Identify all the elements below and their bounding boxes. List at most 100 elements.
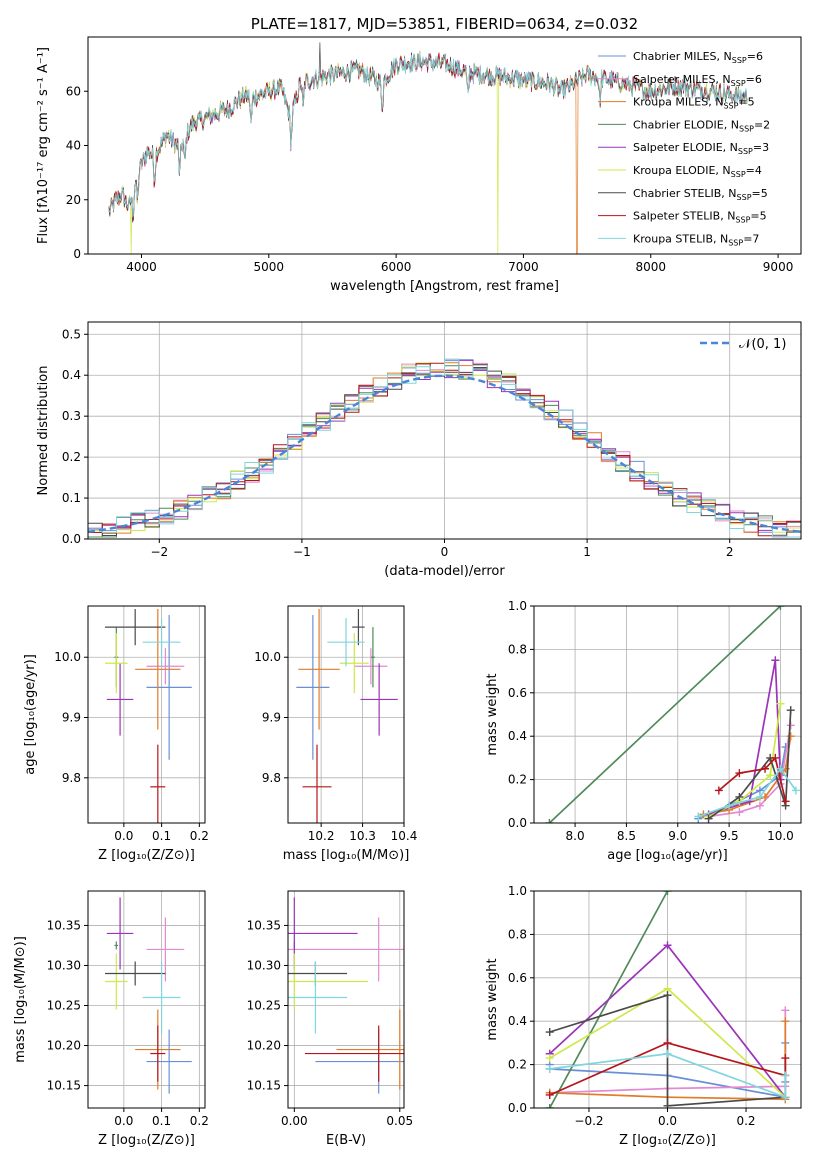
massweight-vs-Z-xlabel: Z [log₁₀(Z/Z⊙)] [619,1133,716,1148]
weight-marker [781,1054,790,1063]
x-tick-label: 10.2 [308,829,335,843]
y-tick-label: 40 [66,139,81,153]
massweight-vs-Z-panel: −0.2 0.0 0.2 0.0 0.2 0.4 0.6 0.8 1.0 Z [log₁₀(Z/Z… [485,884,802,1148]
spectrum-plot-area [108,42,748,254]
residuals-ylabel: Normed distribution [36,366,51,496]
residual-histogram [88,358,801,538]
x-tick-label: −1 [293,545,311,559]
weight-marker [786,732,795,741]
x-tick-label: 1 [583,545,591,559]
y-tick-label: 1.0 [508,599,527,613]
weight-marker [776,699,785,708]
residuals-xlabel: (data-model)/error [384,564,505,579]
legend-label: Kroupa MILES, NSSP=5 [633,96,755,111]
x-tick-label: 10.4 [391,829,418,843]
y-tick-label: 0.1 [62,491,81,505]
weight-marker [545,1064,554,1073]
legend-label: Salpeter ELODIE, NSSP=3 [633,141,769,156]
weight-marker [545,1104,554,1108]
age-vs-mass-plot-area [296,609,398,823]
legend-label: Kroupa STELIB, NSSP=7 [633,232,759,247]
weight-marker [545,1054,554,1063]
massweight-vs-age-ylabel: mass weight [485,673,500,755]
weight-marker [786,706,795,715]
age-vs-Z-grid [88,606,205,823]
weight-line [549,1052,787,1099]
weight-marker [735,792,744,801]
weight-marker [545,1090,554,1099]
age-vs-mass-frame [287,605,405,824]
mass-vs-Z-xlabel: Z [log₁₀(Z/Z⊙)] [98,1133,195,1148]
x-tick-label: 5000 [254,260,285,274]
x-tick-label: 4000 [126,260,157,274]
x-tick-label: 7000 [508,260,539,274]
y-tick-label: 10.0 [54,650,81,664]
x-tick-label: 0.0 [114,1114,133,1128]
weight-marker [725,801,734,810]
x-tick-label: 9000 [763,260,794,274]
weight-marker [663,1038,672,1047]
x-tick-label: −0.2 [574,1114,603,1128]
weight-marker [755,801,764,810]
weight-marker [776,764,785,773]
x-tick-label: 0 [441,545,449,559]
age-vs-mass-panel: 10.2 10.3 10.4 9.8 9.9 10.0 mass [log₁₀(M/M⊙)] [254,605,418,863]
y-tick-label: 10.0 [254,650,281,664]
mass-vs-EBV-frame [287,890,405,1109]
y-tick-label: 10.35 [247,918,281,932]
x-tick-label: 9.5 [720,829,739,843]
weight-marker [781,1006,790,1015]
weight-marker [781,797,790,806]
age-vs-Z-plot-area [104,609,192,823]
y-tick-label: 9.8 [262,771,281,785]
mass-vs-Z-frame [87,890,206,1109]
massweight-vs-Z-plot-area [545,891,790,1108]
y-tick-label: 0.8 [508,642,527,656]
weight-marker [545,1028,554,1037]
y-tick-label: 10.15 [247,1079,281,1093]
weight-marker [781,1017,790,1026]
y-tick-label: 0.3 [62,409,81,423]
x-tick-label: 0.1 [152,1114,171,1128]
x-tick-label: 0.05 [386,1114,413,1128]
residuals-plot-area [88,358,801,538]
y-tick-label: 0.0 [508,816,527,830]
y-tick-label: 0.5 [62,327,81,341]
mass-vs-EBV-plot-area [288,897,404,1094]
legend-label: Chabrier MILES, NSSP=6 [633,50,763,65]
age-vs-mass-xlabel: mass [log₁₀(M/M⊙)] [283,848,410,863]
weight-marker [694,812,703,821]
mass-vs-EBV-grid [288,891,404,1108]
weight-marker [704,814,713,823]
legend: 𝒩(0, 1) [700,337,786,352]
normal-curve [88,374,801,533]
y-tick-label: 10.30 [247,958,281,972]
x-tick-label: 0.0 [658,1114,677,1128]
x-tick-label: −2 [150,545,168,559]
x-tick-label: 10.0 [767,829,794,843]
weight-marker [735,769,744,778]
y-tick-label: 9.8 [62,771,81,785]
weight-marker [781,1071,790,1080]
legend-label: Chabrier ELODIE, NSSP=2 [633,118,770,133]
x-tick-label: 0.2 [190,829,209,843]
y-tick-label: 10.30 [47,958,81,972]
age-vs-Z-frame [87,605,206,824]
y-tick-label: 20 [66,193,81,207]
weight-line [548,606,782,823]
x-tick-label: 6000 [381,260,412,274]
weight-marker [781,1093,790,1102]
massweight-vs-age-xlabel: age [log₁₀(age/yr)] [607,848,728,863]
weight-line [708,703,782,818]
x-tick-label: 2 [726,545,734,559]
y-tick-label: 1.0 [508,884,527,898]
weight-marker [755,792,764,801]
weight-marker [545,819,554,823]
massweight-vs-age-frame [533,605,802,824]
x-tick-label: 0.1 [152,829,171,843]
y-tick-label: 0.2 [508,1058,527,1072]
age-vs-Z-panel: 0.0 0.1 0.2 9.8 9.9 10.0 Z [log₁₀(Z/Z⊙)] age [l… [23,605,209,863]
weight-marker [663,1049,672,1058]
weight-marker [663,1101,672,1108]
weight-marker [714,786,723,795]
